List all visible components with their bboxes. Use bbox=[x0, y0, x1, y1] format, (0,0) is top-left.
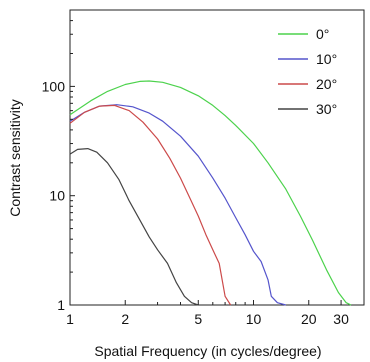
plot-frame bbox=[69, 9, 365, 306]
series-line-1 bbox=[69, 104, 286, 306]
legend: 0° 10° 20° 30° bbox=[278, 26, 337, 117]
legend-label-0: 0° bbox=[316, 26, 329, 42]
x-tick-label: 2 bbox=[121, 311, 129, 327]
x-tick-label: 10 bbox=[246, 311, 262, 327]
x-axis-title: Spatial Frequency (in cycles/degree) bbox=[94, 343, 321, 359]
y-tick-label: 100 bbox=[42, 78, 66, 94]
series-curves bbox=[69, 80, 352, 306]
x-tick-label: 20 bbox=[301, 311, 317, 327]
series-line-0 bbox=[69, 80, 352, 306]
series-line-2 bbox=[69, 104, 232, 306]
y-tick-label: 10 bbox=[49, 188, 65, 204]
legend-label-3: 30° bbox=[316, 101, 337, 117]
legend-label-2: 20° bbox=[316, 76, 337, 92]
series-line-3 bbox=[69, 148, 199, 306]
legend-label-1: 10° bbox=[316, 51, 337, 67]
x-tick-label: 30 bbox=[333, 311, 349, 327]
x-axis-ticks: 1 2 5 10 20 30 bbox=[66, 300, 365, 327]
x-tick-label: 1 bbox=[66, 311, 74, 327]
y-tick-label: 1 bbox=[57, 297, 65, 313]
y-axis-ticks: 1 10 100 bbox=[42, 9, 75, 313]
y-axis-title: Contrast sensitivity bbox=[7, 99, 23, 216]
x-tick-label: 5 bbox=[194, 311, 202, 327]
